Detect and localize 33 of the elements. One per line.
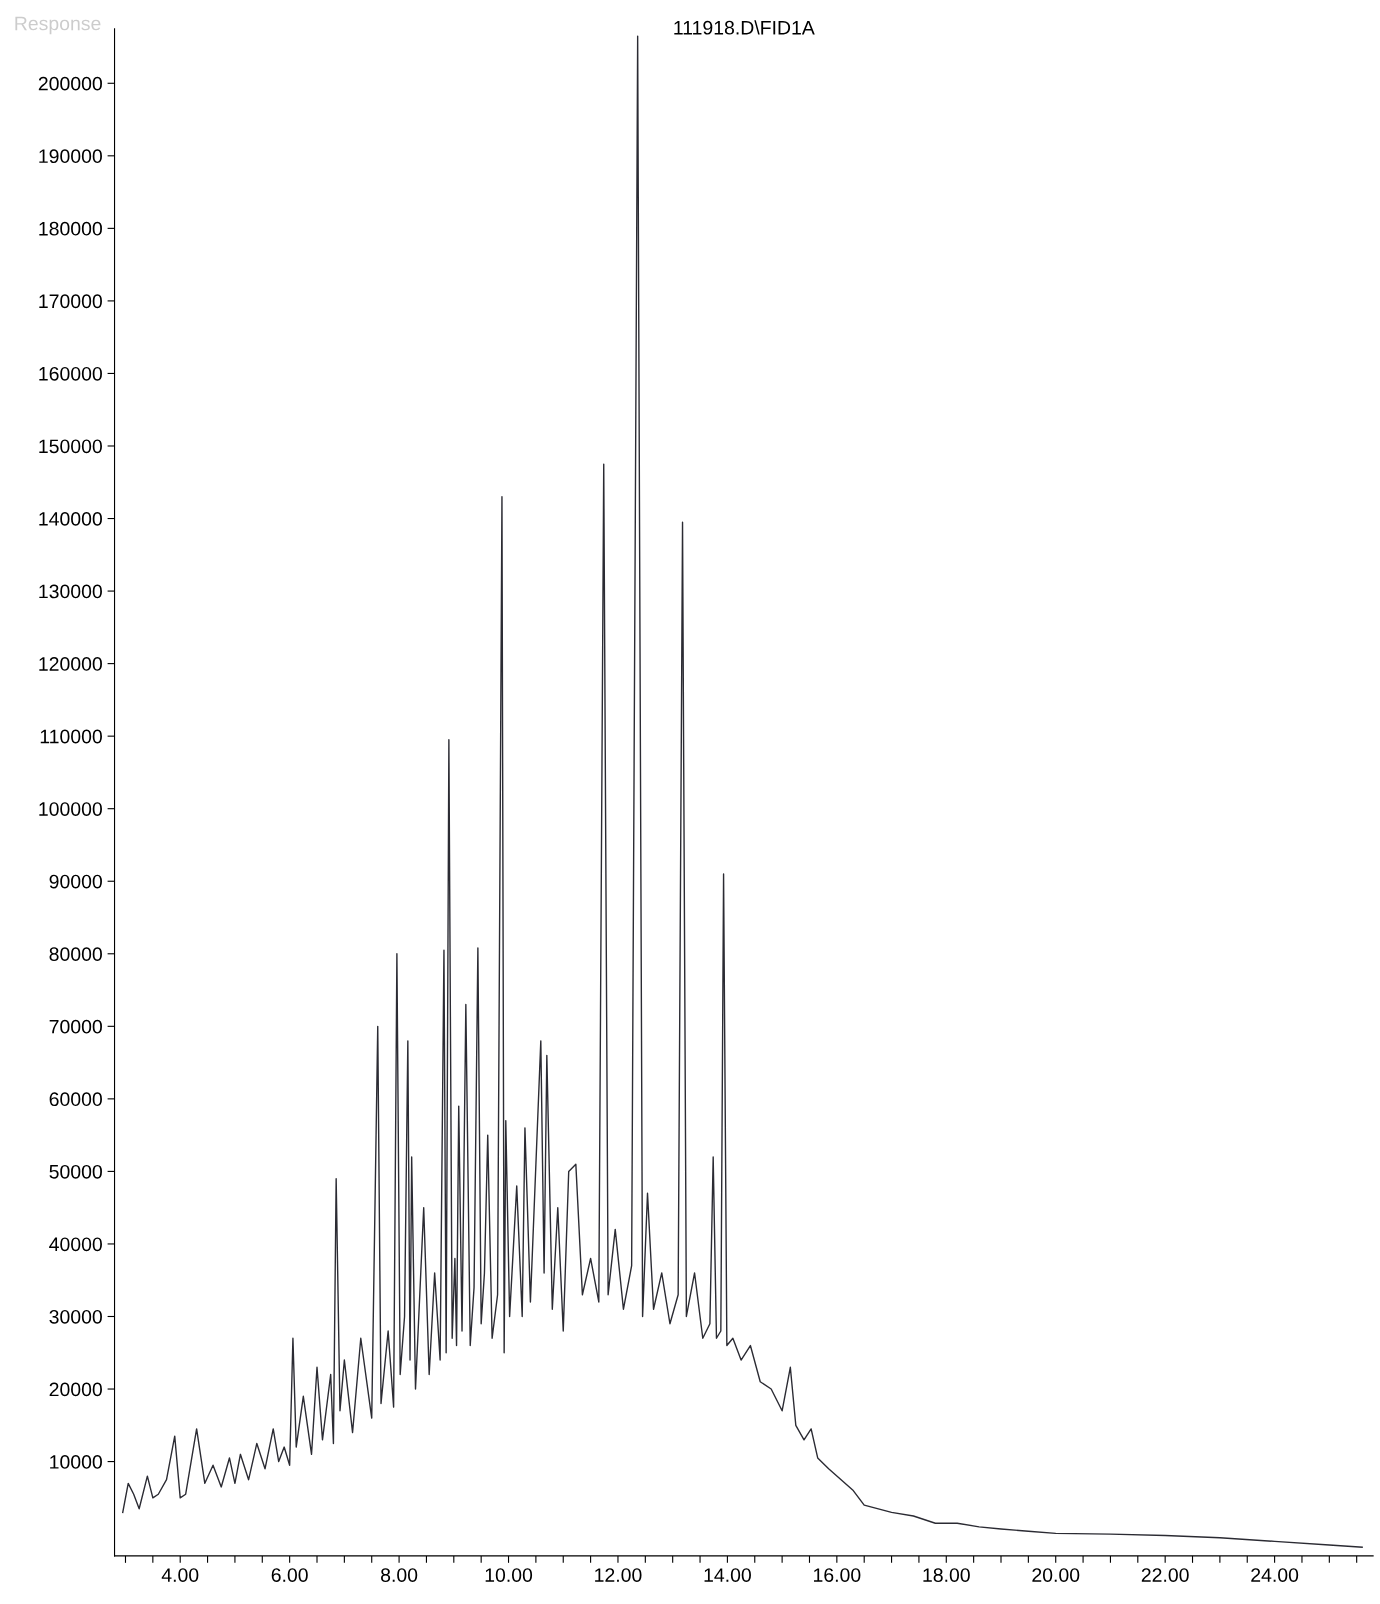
- x-tick-label: 6.00: [271, 1568, 308, 1582]
- chart-title: 111918.D\FID1A: [674, 20, 815, 35]
- y-tick-label: 30000: [49, 1309, 102, 1324]
- y-tick-label: 160000: [39, 366, 102, 381]
- x-tick-label: 18.00: [923, 1568, 970, 1582]
- y-tick-label: 10000: [50, 1455, 102, 1469]
- y-tick-label: 140000: [39, 512, 102, 526]
- y-tick-label: 80000: [49, 947, 102, 962]
- y-tick-label: 130000: [39, 584, 102, 599]
- x-tick-label: 16.00: [814, 1568, 861, 1582]
- x-tick-label: 24.00: [1251, 1568, 1299, 1582]
- y-tick-label: 40000: [49, 1237, 102, 1252]
- y-tick-label: 60000: [49, 1092, 102, 1107]
- y-tick-label: 150000: [39, 439, 102, 454]
- x-tick-label: 14.00: [704, 1568, 751, 1582]
- y-tick-label: 180000: [39, 221, 102, 236]
- y-tick-label: 190000: [39, 149, 102, 164]
- y-tick-label: 120000: [39, 657, 102, 671]
- y-tick-label: 200000: [38, 76, 102, 91]
- y-tick-label: 70000: [49, 1019, 102, 1034]
- x-tick-label: 20.00: [1032, 1568, 1080, 1582]
- x-tick-label: 12.00: [595, 1568, 642, 1582]
- y-tick-label: 20000: [49, 1382, 102, 1397]
- y-tick-label: 100000: [39, 802, 102, 816]
- x-tick-label: 22.00: [1141, 1568, 1189, 1582]
- x-tick-label: 10.00: [485, 1568, 533, 1582]
- y-tick-label: 170000: [39, 294, 102, 309]
- line-series: [122, 35, 1363, 1548]
- y-tick-label: 90000: [49, 874, 102, 889]
- x-tick-label: 4.00: [161, 1568, 199, 1582]
- y-tick-label: 50000: [49, 1164, 102, 1179]
- y-tick-label: 110000: [40, 729, 102, 744]
- x-tick-label: 8.00: [381, 1568, 418, 1582]
